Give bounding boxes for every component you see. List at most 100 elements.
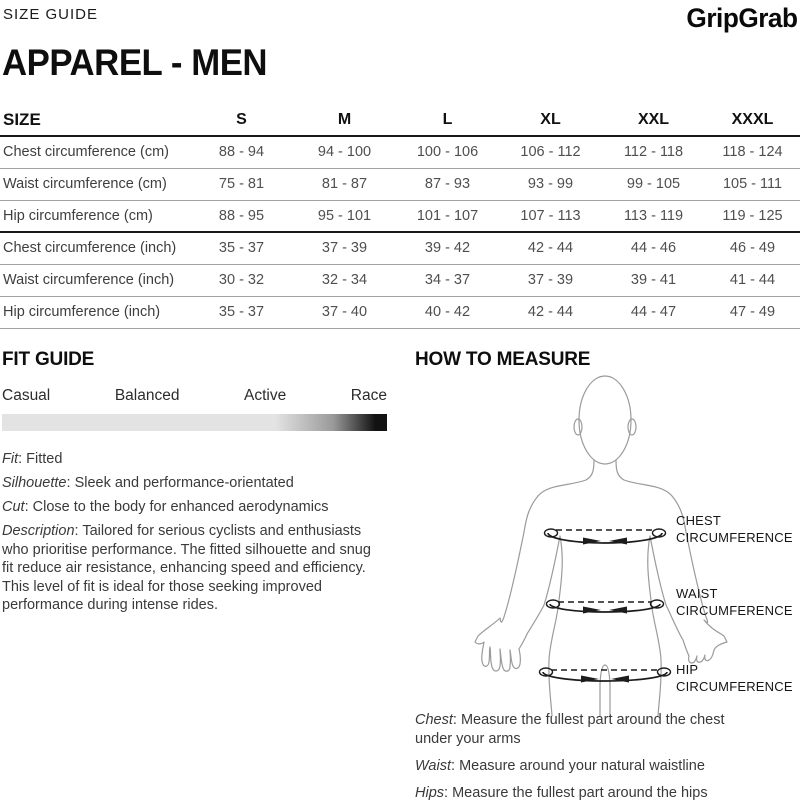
fit-attribute: Fit: Fitted <box>2 450 380 469</box>
size-value-cell: 118 - 124 <box>722 144 783 161</box>
measurement-row-label: Waist circumference (inch) <box>3 272 175 288</box>
chest-circumference-label: CHEST CIRCUMFERENCE <box>676 512 800 546</box>
size-table-row: Hip circumference (cm) 88 - 95 95 - 101 101… <box>0 200 800 232</box>
size-column-header: XXXL <box>731 111 774 128</box>
size-value-cell: 113 - 119 <box>623 207 684 224</box>
size-column-header: M <box>337 111 352 128</box>
body-left-outline <box>474 459 595 717</box>
ear-left <box>573 418 583 436</box>
size-value-cell: 39 - 41 <box>630 272 677 288</box>
waist-circumference-label: WAIST CIRCUMFERENCE <box>676 585 800 619</box>
attribute-text: Close to the body for enhanced aerodynam… <box>32 499 329 515</box>
size-value-cell: 37 - 39 <box>527 272 574 288</box>
separator: : <box>24 499 33 515</box>
measurement-row-label: Chest circumference (inch) <box>3 240 177 257</box>
body-outline <box>474 375 728 717</box>
fit-scale-gradient-bar <box>2 414 387 431</box>
attribute-text: Tailored for serious cyclists and enthus… <box>2 523 371 613</box>
size-value-cell: 32 - 34 <box>321 272 368 288</box>
body-crotch-outline <box>599 664 611 717</box>
size-column-header: XL <box>540 111 561 128</box>
diagram-label-line: CIRCUMFERENCE <box>676 530 793 545</box>
fit-guide-section: FIT GUIDE Casual Balanced Active Race Fi… <box>2 349 390 620</box>
chest-measure-tape <box>543 528 667 545</box>
size-value-cell: 42 - 44 <box>527 304 574 320</box>
measure-note: Waist: Measure around your natural waist… <box>415 757 760 776</box>
size-value-cell: 88 - 95 <box>218 207 265 224</box>
size-value-cell: 100 - 106 <box>416 144 479 161</box>
size-value-cell: 41 - 44 <box>729 272 776 288</box>
measurement-row-label: Chest circumference (cm) <box>3 144 169 161</box>
size-value-cell: 105 - 111 <box>722 176 783 192</box>
size-table: SIZE S M L XL XXL XXXL Chest circumference (cm… <box>0 105 800 329</box>
size-table-head: SIZE S M L XL XXL XXXL <box>0 105 800 136</box>
size-value-cell: 81 - 87 <box>321 176 368 192</box>
size-value-cell: 47 - 49 <box>729 304 776 320</box>
size-value-cell: 87 - 93 <box>424 176 471 192</box>
size-table-header-row: SIZE S M L XL XXL XXXL <box>0 105 800 136</box>
attribute-text: Sleek and performance-orientated <box>74 475 294 491</box>
size-table-row: Chest circumference (cm) 88 - 94 94 - 100 1… <box>0 136 800 168</box>
size-table-row: Chest circumference (inch) 35 - 37 37 - 39… <box>0 232 800 264</box>
separator: : <box>18 451 27 467</box>
head-outline <box>578 375 632 465</box>
size-value-cell: 42 - 44 <box>527 240 574 257</box>
note-label: Waist <box>415 758 451 774</box>
gripgrab-logo: GripGrab <box>686 3 799 33</box>
body-measurement-diagram <box>474 375 728 717</box>
size-value-cell: 75 - 81 <box>218 176 265 192</box>
hip-circumference-label: HIP CIRCUMFERENCE <box>676 661 800 695</box>
size-table-row: Waist circumference (cm) 75 - 81 81 - 87 87… <box>0 168 800 200</box>
page-title: APPAREL - MEN <box>2 42 268 83</box>
scale-label-casual: Casual <box>2 387 51 404</box>
size-value-cell: 37 - 40 <box>321 304 368 320</box>
diagram-label-line: WAIST <box>676 586 718 601</box>
waist-measure-tape <box>545 599 665 614</box>
measure-note: Chest: Measure the fullest part around t… <box>415 711 760 749</box>
size-value-cell: 88 - 94 <box>218 144 265 161</box>
measurement-row-label: Waist circumference (cm) <box>3 176 167 192</box>
size-value-cell: 106 - 112 <box>520 144 581 161</box>
measure-note: Hips: Measure the fullest part around th… <box>415 784 760 800</box>
size-table-title: SIZE <box>3 110 41 129</box>
size-value-cell: 34 - 37 <box>424 272 471 288</box>
fit-attribute-description: Description: Tailored for serious cyclis… <box>2 522 380 615</box>
measurement-row-label: Hip circumference (inch) <box>3 304 161 320</box>
fit-attribute: Cut: Close to the body for enhanced aero… <box>2 498 380 517</box>
separator: : <box>74 523 83 539</box>
attribute-label: Silhouette <box>2 475 67 491</box>
hip-measure-tape <box>538 667 672 683</box>
separator: : <box>452 712 461 728</box>
size-value-cell: 112 - 118 <box>623 144 684 161</box>
size-column-header: XXL <box>637 111 670 128</box>
diagram-label-line: CIRCUMFERENCE <box>676 603 793 618</box>
body-right-outline <box>615 459 728 717</box>
size-table-body: Chest circumference (cm) 88 - 94 94 - 100 1… <box>0 136 800 328</box>
ear-right <box>627 418 637 436</box>
fit-attribute: Silhouette: Sleek and performance-orient… <box>2 474 380 493</box>
size-value-cell: 107 - 113 <box>520 207 581 224</box>
diagram-label-line: CIRCUMFERENCE <box>676 679 793 694</box>
separator: : <box>451 758 460 774</box>
size-value-cell: 30 - 32 <box>218 272 265 288</box>
note-text: Measure around your natural waistline <box>459 758 705 774</box>
size-value-cell: 101 - 107 <box>416 207 479 224</box>
note-text: Measure the fullest part around the hips <box>452 785 708 800</box>
attribute-text: Fitted <box>26 451 63 467</box>
size-value-cell: 46 - 49 <box>729 240 776 257</box>
fit-scale-labels: Casual Balanced Active Race <box>2 387 387 405</box>
size-table-row: Hip circumference (inch) 35 - 37 37 - 40 40… <box>0 296 800 328</box>
size-value-cell: 40 - 42 <box>424 304 471 320</box>
scale-label-active: Active <box>244 387 287 404</box>
size-column-header: S <box>236 111 247 128</box>
size-value-cell: 39 - 42 <box>424 240 471 257</box>
size-value-cell: 95 - 101 <box>317 207 372 224</box>
measure-notes: Chest: Measure the fullest part around t… <box>415 711 760 800</box>
separator: : <box>444 785 453 800</box>
size-column-header: L <box>442 111 453 128</box>
note-label: Hips <box>415 785 445 800</box>
note-text: Measure the fullest part around the ches… <box>415 712 725 747</box>
fit-attributes: Fit: Fitted Silhouette: Sleek and perfor… <box>2 450 380 615</box>
size-value-cell: 35 - 37 <box>218 304 265 320</box>
